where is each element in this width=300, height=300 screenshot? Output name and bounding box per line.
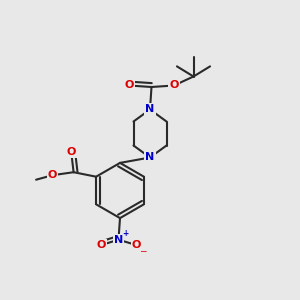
Text: N: N xyxy=(114,235,123,245)
Text: O: O xyxy=(124,80,134,91)
Text: N: N xyxy=(146,152,154,163)
Text: O: O xyxy=(169,80,179,91)
Text: O: O xyxy=(48,170,57,180)
Text: +: + xyxy=(122,229,128,238)
Text: N: N xyxy=(146,104,154,115)
Text: −: − xyxy=(140,246,147,255)
Text: O: O xyxy=(132,240,141,250)
Text: O: O xyxy=(96,240,106,250)
Text: O: O xyxy=(67,147,76,157)
